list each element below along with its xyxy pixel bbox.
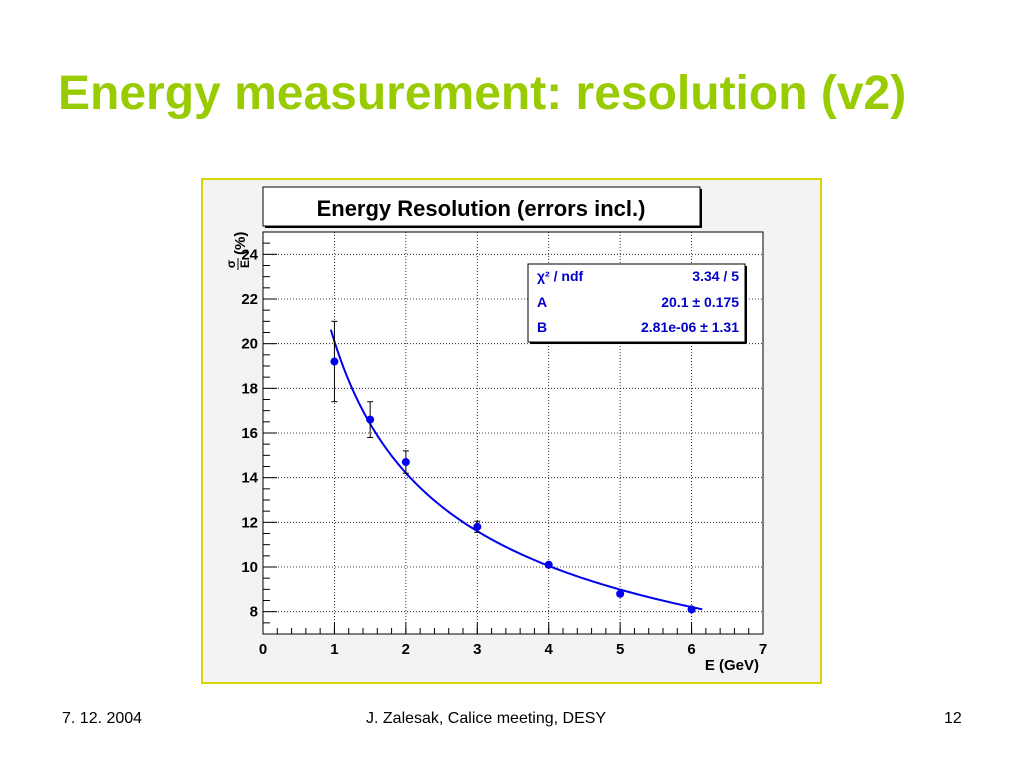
chart-title: Energy Resolution (errors incl.) <box>317 196 646 221</box>
stat-b-value: 2.81e-06 ± 1.31 <box>641 319 739 335</box>
data-point <box>473 522 482 531</box>
y-tick-label: 14 <box>241 470 258 487</box>
y-label-numerator: σ <box>224 260 238 268</box>
y-tick-label: 8 <box>250 604 258 621</box>
footer-page-number: 12 <box>944 710 962 727</box>
axis-ticks <box>262 242 764 634</box>
x-tick-label: 0 <box>259 641 267 658</box>
footer-date: 7. 12. 2004 <box>62 710 143 727</box>
data-point <box>687 605 696 614</box>
y-tick-label: 18 <box>241 380 258 397</box>
y-tick-label: 20 <box>241 336 258 353</box>
y-axis-label: σ E (%) <box>224 232 252 270</box>
data-points-layer <box>330 320 696 614</box>
data-point <box>544 560 553 569</box>
fit-curve-layer <box>329 329 703 611</box>
stat-b-label: B <box>537 319 547 335</box>
x-tick-label: 6 <box>687 641 695 658</box>
stat-a-value: 20.1 ± 0.175 <box>661 294 739 310</box>
footer-center: J. Zalesak, Calice meeting, DESY <box>366 710 607 727</box>
slide-title: Energy measurement: resolution (v2) <box>58 67 907 120</box>
x-tick-label: 3 <box>473 641 481 658</box>
stat-chi2-label: χ² / ndf <box>537 268 583 284</box>
x-tick-label: 4 <box>545 641 554 658</box>
x-tick-label: 1 <box>330 641 338 658</box>
y-tick-label: 10 <box>241 559 258 576</box>
data-point <box>401 458 410 467</box>
data-point <box>366 415 375 424</box>
y-tick-label: 24 <box>241 246 258 263</box>
x-tick-label: 2 <box>402 641 410 658</box>
fit-curve <box>329 329 703 611</box>
data-point <box>330 357 339 366</box>
fit-stats-box: χ² / ndf 3.34 / 5 A 20.1 ± 0.175 B 2.81e… <box>527 263 747 344</box>
chart-title-box <box>262 186 701 227</box>
stat-a-label: A <box>537 294 547 310</box>
data-point <box>616 589 625 598</box>
y-tick-label: 22 <box>241 291 258 308</box>
x-tick-label: 7 <box>759 641 767 658</box>
y-label-denominator: E <box>238 260 252 268</box>
x-axis-label: E (GeV) <box>705 657 759 674</box>
y-tick-label: 12 <box>241 514 258 531</box>
y-label-unit: (%) <box>232 232 249 255</box>
y-tick-label: 16 <box>241 425 258 442</box>
x-tick-label: 5 <box>616 641 624 658</box>
stat-chi2-value: 3.34 / 5 <box>692 268 739 284</box>
